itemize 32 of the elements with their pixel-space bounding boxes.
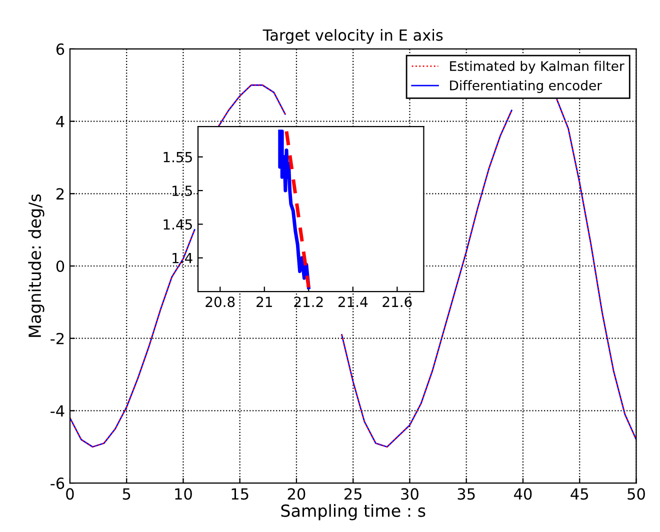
y-tick-label: -6 — [50, 478, 64, 490]
x-tick-label: 35 — [458, 488, 475, 500]
y-tick-label: 1.45 — [164, 219, 192, 230]
y-tick-label: 1.55 — [164, 152, 192, 162]
x-tick-label: 21 — [256, 296, 272, 307]
y-tick-label: 0 — [56, 260, 64, 272]
x-tick-label: 50 — [628, 488, 645, 500]
y-tick-label: 2 — [56, 188, 64, 200]
x-tick-label: 30 — [401, 488, 418, 500]
y-axis-title: Magnitude: deg/s — [28, 194, 44, 337]
y-tick-label: 1.5 — [172, 186, 192, 196]
x-tick-label: 0 — [66, 488, 74, 500]
y-tick-label: -4 — [50, 405, 64, 417]
legend-label: Differentiating encoder — [450, 80, 602, 93]
x-tick-label: 45 — [570, 488, 588, 500]
y-tick-label: 4 — [56, 116, 64, 128]
x-tick-label: 21.4 — [338, 296, 368, 307]
x-tick-label: 21.2 — [294, 296, 323, 307]
line-series — [278, 130, 310, 290]
x-tick-label: 25 — [344, 488, 362, 500]
x-tick-label: 10 — [175, 488, 192, 500]
y-tick-label: -2 — [50, 332, 64, 344]
x-tick-label: 40 — [514, 488, 532, 500]
legend-label: Estimated by Kalman filter — [450, 60, 624, 74]
x-tick-label: 15 — [232, 488, 248, 500]
x-axis-title: Sampling time : s — [281, 504, 426, 520]
x-tick-label: 20.8 — [206, 296, 235, 308]
x-tick-label: 21.6 — [382, 296, 412, 308]
x-tick-label: 5 — [122, 488, 130, 500]
chart-title: Target velocity in E axis — [262, 29, 443, 44]
y-tick-label: 6 — [56, 43, 64, 55]
x-tick-label: 20 — [288, 488, 306, 500]
